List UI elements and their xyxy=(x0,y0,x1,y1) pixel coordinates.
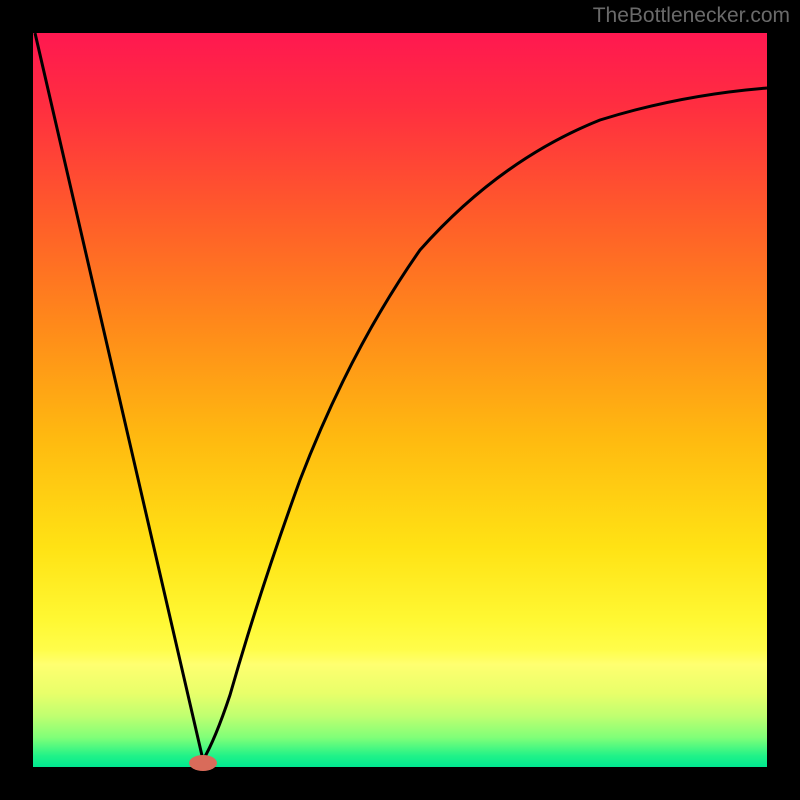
curve-layer xyxy=(0,0,800,800)
plot-area xyxy=(33,33,767,767)
chart-container: TheBottlenecker.com xyxy=(0,0,800,800)
bottleneck-curve xyxy=(35,33,767,760)
minimum-marker xyxy=(189,755,217,771)
watermark-text: TheBottlenecker.com xyxy=(593,4,790,28)
